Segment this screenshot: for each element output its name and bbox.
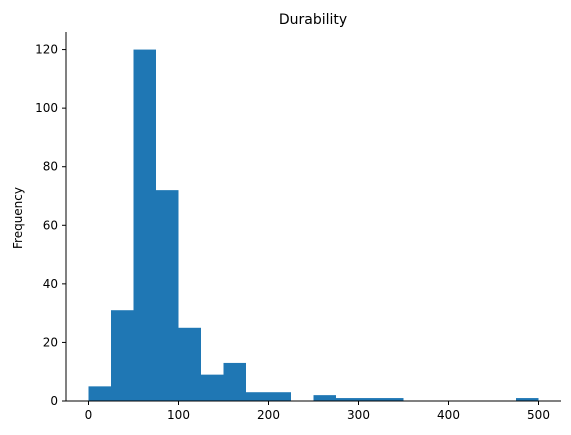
x-tick-label: 100 xyxy=(167,408,190,422)
y-tick-label: 60 xyxy=(43,218,58,232)
chart-title: Durability xyxy=(279,12,347,28)
y-axis-label: Frequency xyxy=(11,187,25,249)
histogram-bar xyxy=(268,392,291,401)
histogram-bar xyxy=(381,398,404,401)
histogram-bar xyxy=(133,49,156,401)
y-tick-label: 40 xyxy=(43,277,58,291)
histogram-bar xyxy=(178,327,201,401)
histogram-bar xyxy=(88,386,111,401)
y-tick-label: 100 xyxy=(35,101,58,115)
x-tick-label: 400 xyxy=(437,408,460,422)
x-tick-label: 200 xyxy=(257,408,280,422)
histogram-bar xyxy=(111,310,134,401)
bars-group xyxy=(88,49,539,401)
y-tick-label: 120 xyxy=(35,43,58,57)
histogram-bar xyxy=(156,190,179,401)
y-tick-label: 0 xyxy=(50,394,58,408)
histogram-bar xyxy=(516,398,539,401)
histogram-bar xyxy=(223,362,246,401)
histogram-bar xyxy=(336,398,359,401)
x-tick-label: 0 xyxy=(85,408,93,422)
histogram-bar xyxy=(313,395,336,401)
histogram-bar xyxy=(246,392,269,401)
y-axis-ticks: 0 20 40 60 80 100 120 xyxy=(35,43,66,408)
y-tick-label: 20 xyxy=(43,335,58,349)
x-tick-label: 300 xyxy=(347,408,370,422)
x-tick-label: 500 xyxy=(527,408,550,422)
histogram-bar xyxy=(201,374,224,401)
y-tick-label: 80 xyxy=(43,160,58,174)
histogram-bar xyxy=(358,398,381,401)
x-axis-ticks: 0 100 200 300 400 500 xyxy=(85,401,550,422)
